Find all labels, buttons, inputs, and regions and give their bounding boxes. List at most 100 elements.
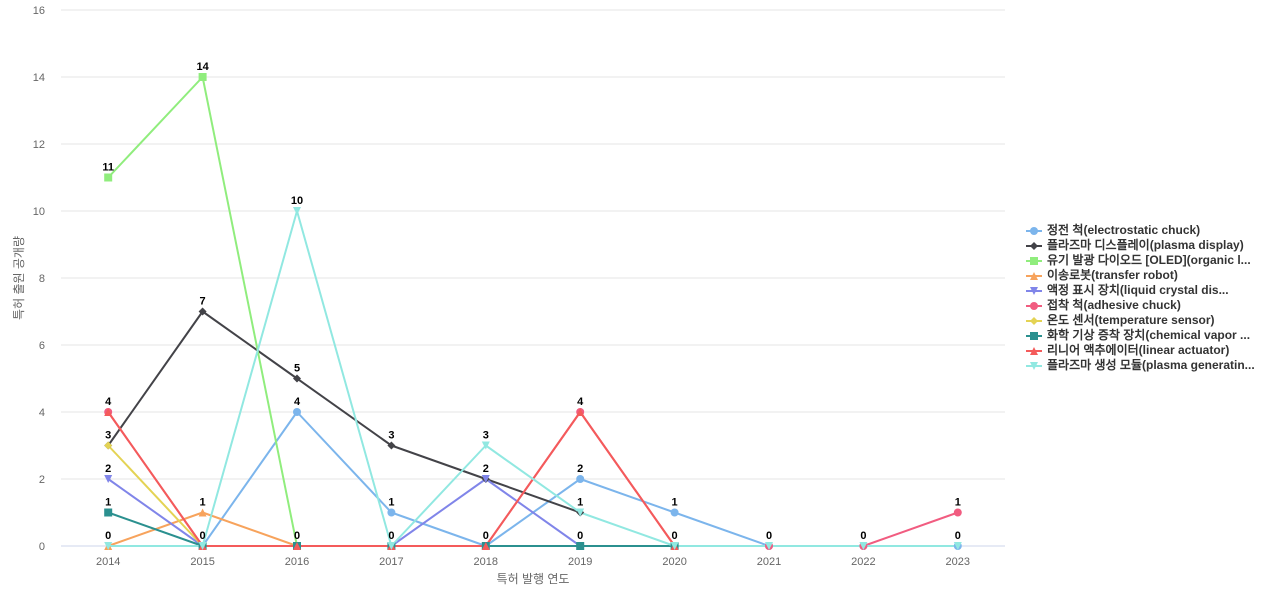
series-2-marker [293,374,301,383]
legend-symbol [1026,361,1042,370]
legend-item[interactable]: 이송로봇(transfer robot) [1026,268,1255,283]
series-line-7 [107,444,204,547]
data-label: 0 [860,530,866,542]
data-label: 4 [577,396,584,408]
legend-symbol [1026,226,1042,235]
legend-symbol [1026,346,1042,355]
data-label: 0 [955,530,961,542]
y-tick-label: 10 [33,206,45,218]
series-3-marker [104,173,113,182]
legend-item[interactable]: 리니어 액추에이터(linear actuator) [1026,343,1255,358]
legend-item[interactable]: 유기 발광 다이오드 [OLED](organic l... [1026,253,1255,268]
series-10-marker [576,508,585,517]
y-tick-label: 12 [33,139,45,151]
data-label: 1 [672,497,678,509]
series-10-marker [859,542,868,550]
legend-symbol [1026,241,1042,250]
legend-item[interactable]: 플라즈마 디스플레이(plasma display) [1026,238,1255,253]
legend-item[interactable]: 플라즈마 생성 모듈(plasma generatin... [1026,358,1255,373]
data-label: 1 [388,497,394,509]
series-markers [104,73,962,550]
legend-label: 이송로봇(transfer robot) [1047,268,1178,282]
data-label: 11 [102,162,114,174]
series-1-marker [293,408,301,416]
legend-label: 접착 척(adhesive chuck) [1047,298,1181,312]
data-label: 10 [291,195,303,207]
y-tick-label: 0 [39,541,45,553]
data-label: 2 [577,463,583,475]
data-label: 2 [483,463,489,475]
data-label: 0 [483,530,489,542]
data-label: 14 [196,61,209,73]
legend-symbol [1026,286,1042,295]
y-tick-label: 14 [33,72,45,84]
legend-item[interactable]: 정전 척(electrostatic chuck) [1026,223,1255,238]
legend-symbol [1026,271,1042,280]
data-label: 4 [294,396,301,408]
data-label: 0 [672,530,678,542]
series-10-marker [387,542,396,550]
series-10-marker [670,542,679,550]
x-tick-label: 2023 [946,556,970,568]
x-tick-label: 2015 [190,556,214,568]
data-label: 1 [955,497,961,509]
series-8-marker [576,542,585,550]
y-tick-label: 8 [39,273,45,285]
legend-label: 플라즈마 생성 모듈(plasma generatin... [1047,358,1255,372]
series-10-marker [293,207,301,215]
data-label: 1 [105,497,111,509]
data-label: 4 [105,396,112,408]
series-10-marker [481,441,490,450]
y-tick-label: 6 [39,340,45,352]
series-2-marker [387,441,396,450]
series-lines [107,76,959,547]
data-label: 0 [577,530,583,542]
series-line-2 [107,310,581,514]
series-1-marker [387,508,396,517]
x-tick-label: 2017 [379,556,403,568]
legend-item[interactable]: 액정 표시 장치(liquid crystal dis... [1026,283,1255,298]
x-axis-ticks: 2014 2015 2016 2017 2018 2019 2020 2021 2022 2023 [96,556,970,568]
data-label: 0 [105,530,111,542]
y-tick-label: 4 [39,407,45,419]
legend-symbol [1026,331,1042,340]
series-2-marker [198,307,207,316]
series-3-marker [198,73,207,81]
x-tick-label: 2021 [757,556,781,568]
x-tick-label: 2019 [568,556,592,568]
data-label: 3 [105,430,111,442]
series-10-marker [104,542,113,550]
series-10-marker [198,542,207,550]
x-axis-title: 특허 발행 연도 [497,571,570,586]
series-9-marker [481,542,490,550]
series-5-marker [481,475,490,483]
series-9-marker [293,542,301,550]
series-line-10 [108,210,958,547]
legend: 정전 척(electrostatic chuck) 플라즈마 디스플레이(plas… [1026,223,1255,373]
y-axis-ticks: 0 2 4 6 8 10 12 14 16 [33,5,45,553]
x-tick-label: 2020 [662,556,686,568]
x-tick-label: 2022 [851,556,875,568]
legend-item[interactable]: 온도 센서(temperature sensor) [1026,313,1255,328]
legend-label: 온도 센서(temperature sensor) [1047,313,1215,327]
legend-item[interactable]: 화학 기상 증착 장치(chemical vapor ... [1026,328,1255,343]
series-6-marker [953,508,962,517]
y-tick-label: 2 [39,474,45,486]
data-label: 5 [294,363,300,375]
series-8-marker [104,508,113,517]
series-4-marker [198,508,207,517]
data-label: 3 [388,430,394,442]
data-label: 0 [294,530,300,542]
data-label: 0 [200,530,206,542]
y-axis-title: 특허 출원 공개량 [12,236,26,320]
series-10-marker [953,542,962,550]
data-label: 1 [577,497,583,509]
data-label: 0 [766,530,772,542]
legend-label: 유기 발광 다이오드 [OLED](organic l... [1047,253,1251,267]
x-tick-label: 2016 [285,556,309,568]
legend-label: 화학 기상 증착 장치(chemical vapor ... [1047,328,1251,342]
legend-symbol [1026,316,1042,325]
x-tick-label: 2014 [96,556,120,568]
data-label: 7 [200,296,206,308]
legend-item[interactable]: 접착 척(adhesive chuck) [1026,298,1255,313]
